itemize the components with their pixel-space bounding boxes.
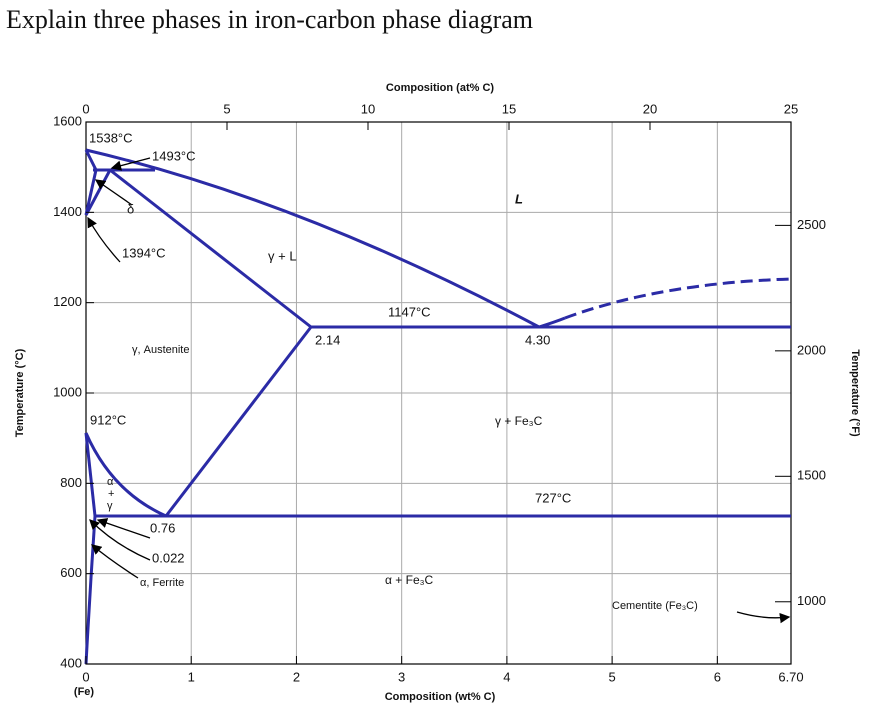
annotation: γ + L [268, 248, 297, 263]
annotation: δ [127, 201, 134, 216]
y-tick-label: 600 [60, 565, 82, 580]
right-tick-label: 2500 [797, 217, 826, 232]
y-tick-label: 1400 [53, 204, 82, 219]
left-axis-label: Temperature (°C) [14, 348, 26, 437]
annotation: 0.76 [150, 520, 175, 535]
x-tick-label: 3 [398, 669, 405, 684]
top-tick-label: 10 [361, 101, 375, 116]
annotation: Cementite (Fe₃C) [612, 600, 698, 612]
x-tick-label: 1 [188, 669, 195, 684]
x-tick-label: 6 [714, 669, 721, 684]
annotation: L [515, 191, 523, 206]
right-tick-label: 1500 [797, 468, 826, 483]
bottom-axis-label: Composition (wt% C) [385, 691, 496, 703]
x-tick-label: 4 [503, 669, 510, 684]
y-tick-label: 400 [60, 655, 82, 670]
annotation: α, Ferrite [140, 577, 184, 589]
annotation: 1493°C [152, 148, 196, 163]
x-tick-label: 5 [609, 669, 616, 684]
annotation: 0.022 [152, 550, 185, 565]
annotation: + [108, 488, 114, 500]
x-tick-label: 2 [293, 669, 300, 684]
annotation: 727°C [535, 490, 571, 505]
annotation: 1147°C [388, 304, 431, 319]
annotation: 912°C [90, 412, 126, 427]
annotation: γ, Austenite [132, 344, 189, 356]
right-axis-label: Temperature (°F) [849, 349, 861, 437]
y-tick-label: 1600 [53, 113, 82, 128]
grid [86, 122, 791, 664]
x-tick-label: 6.70 [778, 669, 803, 684]
y-tick-label: 1000 [53, 384, 82, 399]
annotation: 4.30 [525, 332, 550, 347]
annotation: 2.14 [315, 332, 340, 347]
y-tick-label: 1200 [53, 294, 82, 309]
x-tick-label: 0 [82, 669, 89, 684]
annotation: α [107, 476, 114, 488]
origin-note: (Fe) [74, 686, 95, 698]
annotation: α + Fe₃C [385, 573, 434, 587]
title: Explain three phases in iron-carbon phas… [6, 5, 533, 34]
top-tick-label: 5 [223, 101, 230, 116]
top-tick-label: 0 [82, 101, 89, 116]
right-tick-label: 2000 [797, 342, 826, 357]
phase-lines [84, 148, 792, 665]
annotation: 1394°C [122, 245, 166, 260]
annotations: 1538°C 1493°C δ 1394°C γ + L L 1147°C 2.… [89, 130, 698, 611]
annotation: 1538°C [89, 130, 133, 145]
arrows [87, 157, 791, 624]
top-tick-label: 25 [784, 101, 798, 116]
y-tick-label: 800 [60, 475, 82, 490]
top-tick-label: 20 [643, 101, 657, 116]
right-tick-label: 1000 [797, 593, 826, 608]
top-tick-label: 15 [502, 101, 516, 116]
annotation: γ + Fe₃C [495, 414, 543, 428]
annotation: γ [107, 500, 113, 512]
top-axis-label: Composition (at% C) [386, 82, 494, 94]
